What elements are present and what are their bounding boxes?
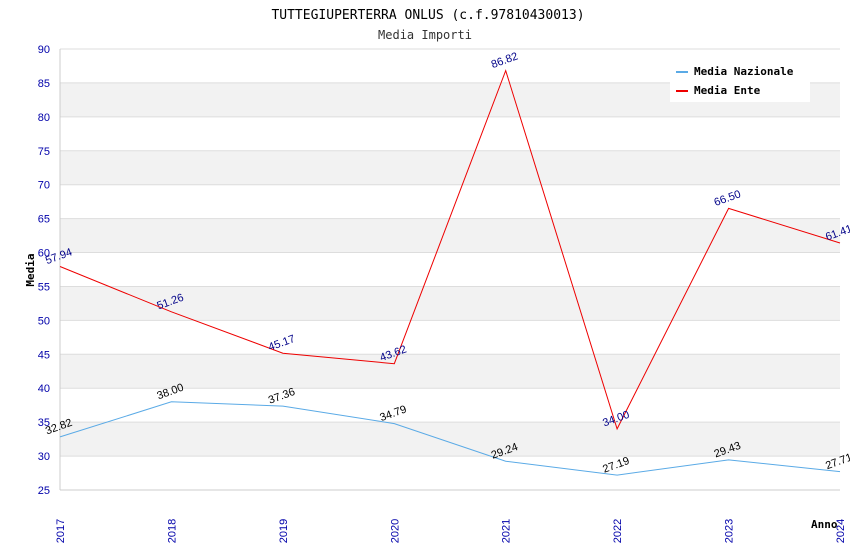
y-tick-label: 70 — [38, 180, 50, 192]
series-line-media-ente — [59, 69, 841, 431]
x-tick-labels: 2017 2018 2019 2020 2021 2022 2023 2024 — [55, 519, 847, 543]
data-label: 45.17 — [267, 333, 297, 354]
grid-band — [60, 286, 840, 321]
grid-band — [60, 218, 840, 253]
y-tick-label: 50 — [38, 315, 50, 327]
legend-label-media-nazionale: Media Nazionale — [694, 65, 794, 78]
legend: Media Nazionale Media Ente — [670, 60, 810, 102]
y-tick-label: 80 — [38, 112, 50, 124]
y-tick-labels: 25 30 35 40 45 50 55 60 65 70 75 80 85 90 — [38, 44, 50, 497]
y-tick-label: 90 — [38, 44, 50, 56]
data-label: 37.36 — [267, 386, 297, 407]
y-tick-label: 40 — [38, 383, 50, 395]
chart-title: TUTTEGIUPERTERRA ONLUS (c.f.97810430013) — [271, 8, 584, 23]
series-lines — [59, 69, 841, 476]
y-tick-label: 75 — [38, 146, 50, 158]
x-tick-label: 2022 — [612, 519, 624, 543]
x-tick-label: 2023 — [724, 519, 736, 543]
data-label: 34.79 — [378, 403, 408, 424]
legend-label-media-ente: Media Ente — [694, 84, 761, 97]
y-tick-label: 85 — [38, 78, 50, 90]
y-tick-label: 45 — [38, 349, 50, 361]
x-tick-label: 2020 — [389, 519, 401, 543]
y-tick-label: 25 — [38, 485, 50, 497]
data-label: 27.19 — [601, 455, 631, 476]
y-tick-label: 30 — [38, 451, 50, 463]
x-tick-label: 2024 — [835, 519, 847, 543]
y-tick-label: 35 — [38, 417, 50, 429]
grid-band — [60, 150, 840, 185]
y-tick-label: 65 — [38, 214, 50, 226]
data-label: 86.82 — [490, 50, 520, 71]
x-tick-label: 2017 — [55, 519, 67, 543]
x-tick-label: 2021 — [501, 519, 513, 543]
data-label: 66.50 — [713, 188, 743, 209]
chart-subtitle: Media Importi — [378, 28, 472, 42]
grid-band — [60, 354, 840, 389]
legend-box — [670, 60, 810, 102]
y-tick-label: 60 — [38, 248, 50, 260]
y-axis-title: Media — [24, 253, 37, 286]
series-line-media-nazionale — [59, 401, 841, 476]
y-tick-label: 55 — [38, 281, 50, 293]
x-tick-label: 2019 — [278, 519, 290, 543]
x-axis-title: Anno — [811, 518, 838, 531]
grid-bands — [60, 82, 840, 457]
grid-band — [60, 422, 840, 457]
x-tick-label: 2018 — [166, 519, 178, 543]
